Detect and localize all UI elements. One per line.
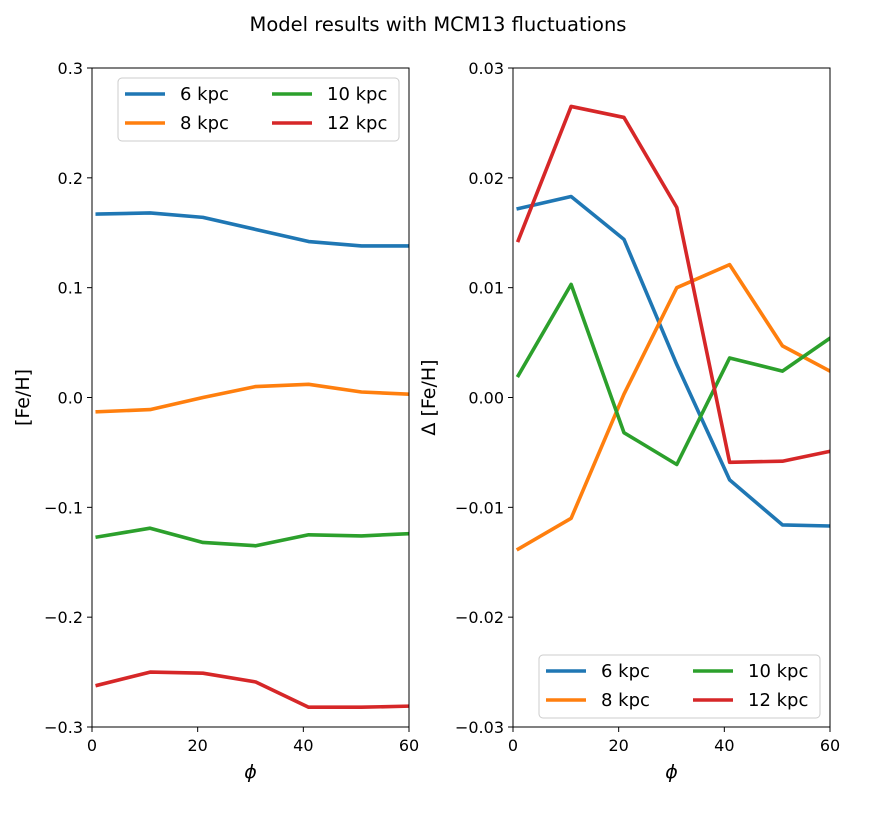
left-series-line-6-kpc — [95, 211, 409, 248]
right-y-tick-label: 0.01 — [468, 279, 504, 298]
left-y-tick-label: 0.1 — [58, 279, 83, 298]
right-series-line-12-kpc — [515, 104, 830, 465]
left-y-tick-label: −0.2 — [44, 608, 83, 627]
left-x-tick-label: 40 — [293, 736, 313, 755]
right-y-tick-label: −0.01 — [455, 498, 504, 517]
right-series-line-10-kpc — [515, 282, 830, 467]
right-legend-label: 8 kpc — [601, 690, 650, 711]
right-y-tick-label: 0.03 — [468, 59, 504, 78]
right-axes-frame — [512, 67, 831, 728]
left-y-tick-label: 0.3 — [58, 59, 83, 78]
left-x-tick-label: 0 — [87, 736, 97, 755]
right-y-tick-label: −0.02 — [455, 608, 504, 627]
left-legend-label: 8 kpc — [180, 113, 229, 134]
left-panel: 0 20 40 60 −0.3 −0.2 −0.1 0.0 0.1 0.2 0.3 ϕ [Fe/H]… — [12, 59, 419, 783]
left-y-tick-label: 0.0 — [58, 389, 83, 408]
right-panel: 0 20 40 60 −0.03 −0.02 −0.01 0.00 0.01 0.02 0.03 ϕ… — [418, 59, 840, 783]
right-series-line-6-kpc — [516, 194, 830, 528]
left-y-tick-label: −0.1 — [44, 498, 83, 517]
left-series-line-12-kpc — [95, 670, 409, 710]
right-legend-label: 6 kpc — [601, 661, 650, 682]
right-y-axis-label: Δ [Fe/H] — [418, 359, 440, 435]
right-x-tick-label: 20 — [608, 736, 628, 755]
left-legend-label: 6 kpc — [180, 84, 229, 105]
left-y-axis-label: [Fe/H] — [12, 369, 34, 426]
left-legend-box — [117, 77, 400, 142]
right-x-tick-label: 0 — [508, 736, 518, 755]
right-legend-box — [538, 654, 821, 719]
right-x-tick-label: 60 — [820, 736, 840, 755]
left-axes-frame — [91, 67, 410, 728]
right-series-line-8-kpc — [515, 262, 830, 552]
left-series-line-8-kpc — [95, 382, 409, 414]
left-legend: 6 kpc 8 kpc 10 kpc 12 kpc — [117, 77, 400, 142]
left-y-tick-label: −0.3 — [44, 718, 83, 737]
right-x-axis-label: ϕ — [665, 761, 678, 783]
figure-title: Model results with MCM13 fluctuations — [250, 13, 627, 36]
right-legend-label: 12 kpc — [748, 690, 808, 711]
left-x-tick-label: 20 — [187, 736, 207, 755]
right-x-tick-label: 40 — [714, 736, 734, 755]
left-x-axis-label: ϕ — [244, 761, 257, 783]
left-legend-label: 12 kpc — [327, 113, 387, 134]
right-legend-label: 10 kpc — [748, 661, 808, 682]
left-series-line-10-kpc — [95, 526, 409, 548]
left-legend-label: 10 kpc — [327, 84, 387, 105]
right-y-tick-label: 0.00 — [468, 389, 504, 408]
left-x-tick-label: 60 — [399, 736, 419, 755]
right-legend: 6 kpc 8 kpc 10 kpc 12 kpc — [538, 654, 821, 719]
right-y-tick-label: 0.02 — [468, 169, 504, 188]
right-y-tick-label: −0.03 — [455, 718, 504, 737]
left-y-tick-label: 0.2 — [58, 169, 83, 188]
